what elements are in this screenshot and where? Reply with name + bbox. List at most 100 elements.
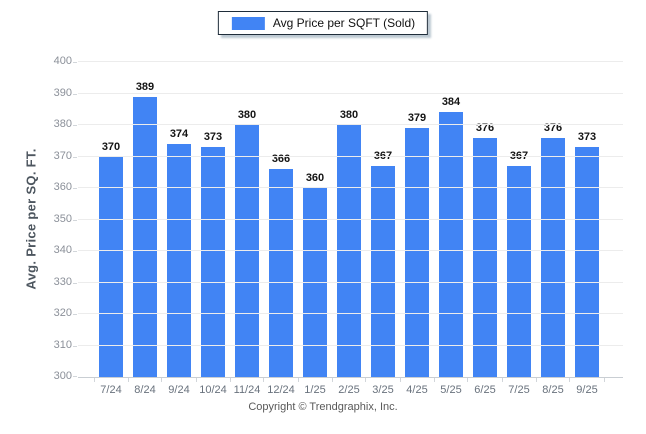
x-axis-tick [603,378,605,382]
x-tick-label: 8/25 [542,384,564,396]
y-tick-label: 300 [53,370,72,382]
bar [235,125,259,377]
gridline [78,155,623,157]
bar-group: 376 8/25 [536,62,570,396]
y-tick-label: 400 [53,55,72,67]
bar-group: 370 7/24 [94,62,128,396]
bar-group: 380 2/25 [332,62,366,396]
gridline [78,61,623,62]
bar [473,137,497,377]
y-tick-label: 390 [53,86,72,99]
bar [167,143,191,377]
gridline [78,250,623,251]
x-tick-label: 6/25 [474,384,496,396]
y-tick-label: 350 [53,212,72,225]
y-axis-tick [73,188,77,189]
bar-value-label: 380 [339,109,359,121]
bar-value-label: 370 [101,140,121,153]
x-axis-tick [127,378,129,382]
x-tick-label: 7/25 [508,384,530,396]
gridline [78,281,623,283]
x-tick-label: 10/24 [199,384,227,396]
x-axis-tick [399,378,401,382]
gridline [78,92,623,94]
x-axis-tick [161,378,163,382]
gridline [78,124,623,125]
bar [133,96,157,377]
bar-group: 379 4/25 [400,62,434,396]
x-tick-label: 12/24 [267,384,295,396]
bar-value-label: 360 [305,172,325,184]
x-tick-label: 11/24 [233,384,261,396]
x-axis-tick [195,378,197,382]
y-tick-label: 340 [53,244,72,256]
x-tick-label: 4/25 [406,384,428,396]
y-axis-tick [73,345,77,347]
bar-value-label: 384 [441,96,461,109]
x-axis-tick [229,378,231,382]
x-axis-ticks [93,377,605,382]
bars-row: 370 7/24 389 8/24 374 9/24 373 10/24 380 11/24 366… [94,62,604,396]
bar-group: 367 7/25 [502,62,536,396]
copyright-footer: Copyright © Trendgraphix, Inc. [248,401,398,413]
y-axis-tick [73,251,77,252]
bar-group: 366 12/24 [264,62,298,396]
bar [269,169,293,377]
gridline [78,187,623,188]
legend-swatch [231,16,265,30]
bar-value-label: 373 [203,131,223,144]
y-tick-label: 360 [53,181,72,193]
x-axis-tick [433,378,435,382]
x-axis-tick [569,378,571,382]
y-tick-label: 320 [53,307,72,319]
y-tick-label: 330 [53,275,72,288]
y-axis-tick [73,314,77,315]
bar [201,147,225,377]
y-axis-tick [73,282,77,284]
y-axis-tick [73,93,77,95]
y-axis-tick [73,62,77,63]
x-tick-label: 3/25 [372,384,394,396]
bar [371,166,395,377]
y-axis-tick [73,376,77,377]
legend: Avg Price per SQFT (Sold) [217,11,429,35]
x-tick-label: 7/24 [100,384,122,396]
x-tick-label: 2/25 [338,384,360,396]
bar-group: 373 9/25 [570,62,604,396]
bar-group: 367 3/25 [366,62,400,396]
gridline [78,218,623,220]
x-axis-tick [467,378,469,382]
bar [541,137,565,377]
bar-group: 389 8/24 [128,62,162,396]
x-tick-label: 8/24 [134,384,156,396]
legend-label: Avg Price per SQFT (Sold) [272,16,416,30]
x-tick-label: 9/24 [168,384,190,396]
bar-group: 360 1/25 [298,62,332,396]
y-tick-label: 310 [53,338,72,351]
bar-group: 384 5/25 [434,62,468,396]
gridline [78,344,623,346]
y-tick-label: 380 [53,118,72,130]
x-axis-tick [365,378,367,382]
bar-value-label: 374 [169,127,189,140]
x-axis-tick [297,378,299,382]
bar-value-label: 379 [407,112,427,125]
bar [405,128,429,377]
x-axis-tick [93,378,95,382]
x-axis-tick [535,378,537,382]
bar-value-label: 389 [135,80,155,93]
gridline [78,313,623,314]
bar-value-label: 373 [577,131,597,144]
y-tick-label: 370 [53,149,72,162]
x-axis-tick [263,378,265,382]
bar-group: 376 6/25 [468,62,502,396]
y-axis-tick [73,125,77,126]
bar [575,147,599,377]
plot-area: 370 7/24 389 8/24 374 9/24 373 10/24 380 11/24 366… [73,61,623,396]
bar-value-label: 380 [237,109,257,121]
bar [303,188,327,377]
bar-group: 373 10/24 [196,62,230,396]
bar-group: 374 9/24 [162,62,196,396]
y-axis-tick [73,156,77,158]
